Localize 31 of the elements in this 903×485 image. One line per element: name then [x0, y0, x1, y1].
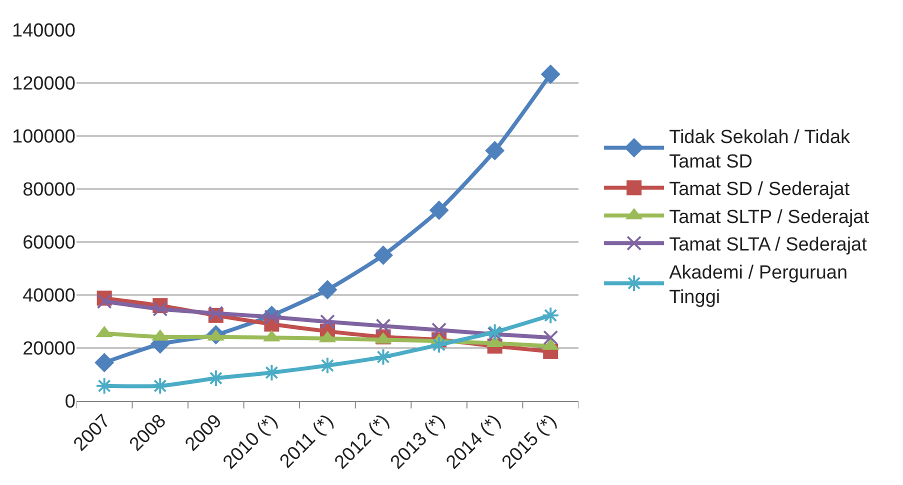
y-tick-label: 20000 [22, 338, 76, 360]
legend-label: Tidak Sekolah / Tidak Tamat SD [669, 126, 851, 172]
point [486, 323, 504, 341]
point [376, 318, 391, 334]
point [429, 200, 449, 220]
y-tick-label: 140000 [12, 20, 76, 42]
point [430, 336, 448, 354]
point [264, 310, 280, 324]
legend-label: Tamat SLTP / Sederajat [669, 206, 870, 228]
y-tick-label: 120000 [12, 74, 76, 95]
legend-label: Tamat SD / Sederajat [669, 179, 850, 200]
point [374, 348, 392, 366]
point [318, 280, 338, 300]
legend-label: Akademi / Perguruan Tinggi [669, 262, 848, 308]
point [432, 322, 447, 338]
y-tick-label: 100000 [12, 126, 76, 148]
point [374, 246, 394, 265]
point [542, 306, 560, 324]
point [540, 64, 560, 84]
legend-label: Tamat SLTA / Sederajat [669, 234, 868, 256]
y-tick-label: 40000 [22, 286, 76, 307]
point [320, 314, 335, 330]
point [485, 140, 505, 160]
point [94, 352, 114, 372]
point [543, 330, 558, 346]
y-tick-label: 60000 [22, 232, 76, 254]
point [207, 369, 225, 388]
point [96, 294, 112, 309]
point [152, 302, 168, 317]
y-tick-label: 80000 [22, 180, 76, 201]
y-tick-label: 0 [64, 392, 76, 413]
